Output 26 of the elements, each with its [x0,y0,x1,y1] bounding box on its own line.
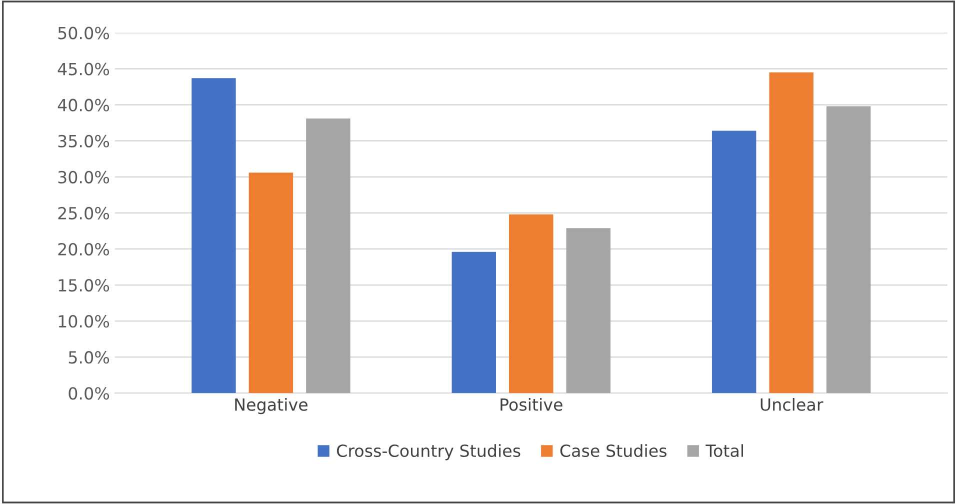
bar [826,106,871,394]
bar [769,72,814,394]
bar [566,228,610,394]
bar [509,214,554,394]
legend-label: Cross-Country Studies [336,444,520,460]
bar [712,130,756,394]
x-tick-label: Unclear [760,398,824,411]
y-tick-label: 25.0% [58,206,110,220]
y-tick-label: 0.0% [68,387,110,400]
bar [452,252,496,394]
y-tick-label: 40.0% [58,98,110,112]
bar [306,118,350,394]
x-tick-label: Negative [235,398,308,414]
y-tick-label: 50.0% [58,26,110,40]
y-tick-label: 45.0% [58,62,110,76]
legend-label: Case Studies [560,444,666,458]
y-tick-label: 5.0% [68,351,110,364]
y-tick-label: 30.0% [58,170,110,184]
bar [248,172,294,394]
y-tick-label: 35.0% [58,134,110,148]
y-tick-label: 15.0% [58,278,110,292]
y-tick-label: 10.0% [58,315,110,328]
y-tick-label: 20.0% [58,242,110,256]
bar [192,78,236,394]
x-tick-label: Positive [500,398,562,411]
legend-label: Total [706,444,743,458]
